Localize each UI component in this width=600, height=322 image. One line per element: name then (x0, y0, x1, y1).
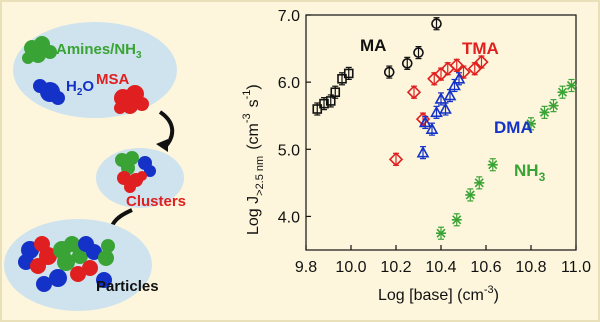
y-tick-label: 6.0 (278, 75, 300, 92)
label-clusters: Clusters (126, 193, 186, 210)
series-label-ma: MA (360, 36, 386, 55)
amine-molecule-icon (22, 36, 57, 64)
data-point (330, 87, 341, 98)
y-ticks: 4.0 5.0 6.0 7.0 (278, 8, 311, 226)
x-tick-label: 10.0 (335, 259, 366, 276)
series-label-nh3: NH3 (514, 161, 546, 184)
schematic: Amines/NH3 H2O MSA Clusters (4, 22, 186, 311)
data-point (456, 64, 471, 80)
y-tick-label: 7.0 (278, 8, 300, 25)
x-axis-title: Log [base] (cm-3) (378, 284, 499, 304)
data-point (418, 115, 432, 128)
cluster-molecule-icon (115, 151, 156, 193)
series-label-tma: TMA (462, 39, 499, 58)
data-point (434, 92, 448, 104)
data-point (430, 105, 443, 118)
x-tick-label: 10.4 (425, 259, 456, 276)
label-particles: Particles (96, 278, 159, 295)
data-point (401, 58, 413, 69)
x-tick-label: 11.0 (561, 259, 591, 276)
data-point (312, 104, 323, 114)
data-point (406, 85, 422, 100)
gas-phase-blob (13, 22, 177, 118)
y-axis-title: Log J>2.5 nm(cm-3s-1) (241, 84, 266, 235)
plot-area (305, 14, 577, 251)
particle-molecule-icon (18, 236, 115, 292)
data-point (413, 47, 424, 58)
x-tick-label: 10.2 (380, 259, 411, 276)
y-tick-label: 5.0 (278, 142, 300, 159)
data-point (319, 98, 329, 109)
data-point (388, 152, 404, 167)
data-point (425, 122, 439, 134)
series-nh3-star (436, 78, 577, 240)
series-label-dma: DMA (494, 118, 533, 137)
label-amines: Amines/NH3 (56, 41, 142, 61)
data-point (474, 54, 489, 70)
x-tick-label: 10.6 (470, 259, 501, 276)
chart: 4.0 5.0 6.0 7.0 9.8 10.0 10.2 10.4 10.6 10.8 11.0… (241, 8, 591, 304)
data-point (383, 66, 395, 78)
label-msa: MSA (96, 71, 130, 88)
x-ticks: 9.8 10.0 10.2 10.4 10.6 10.8 11.0 (295, 245, 591, 276)
series-ma-square (312, 66, 354, 116)
x-tick-label: 9.8 (295, 259, 317, 276)
water-molecule-icon (33, 79, 65, 105)
msa-molecule-icon (114, 85, 149, 114)
data-point (443, 88, 457, 101)
data-point (343, 68, 354, 79)
data-point (416, 145, 430, 158)
series-ma-circle (383, 17, 442, 79)
y-tick-label: 4.0 (278, 209, 300, 226)
data-point (439, 102, 452, 114)
series-dma-triangle (416, 72, 466, 160)
data-marks (312, 17, 577, 240)
data-point (337, 73, 347, 84)
data-point (431, 18, 442, 30)
x-tick-label: 10.8 (515, 259, 546, 276)
data-point (467, 61, 482, 76)
data-point (415, 111, 431, 127)
label-water: H2O (66, 78, 94, 98)
data-point (449, 58, 464, 73)
data-point (452, 72, 466, 84)
